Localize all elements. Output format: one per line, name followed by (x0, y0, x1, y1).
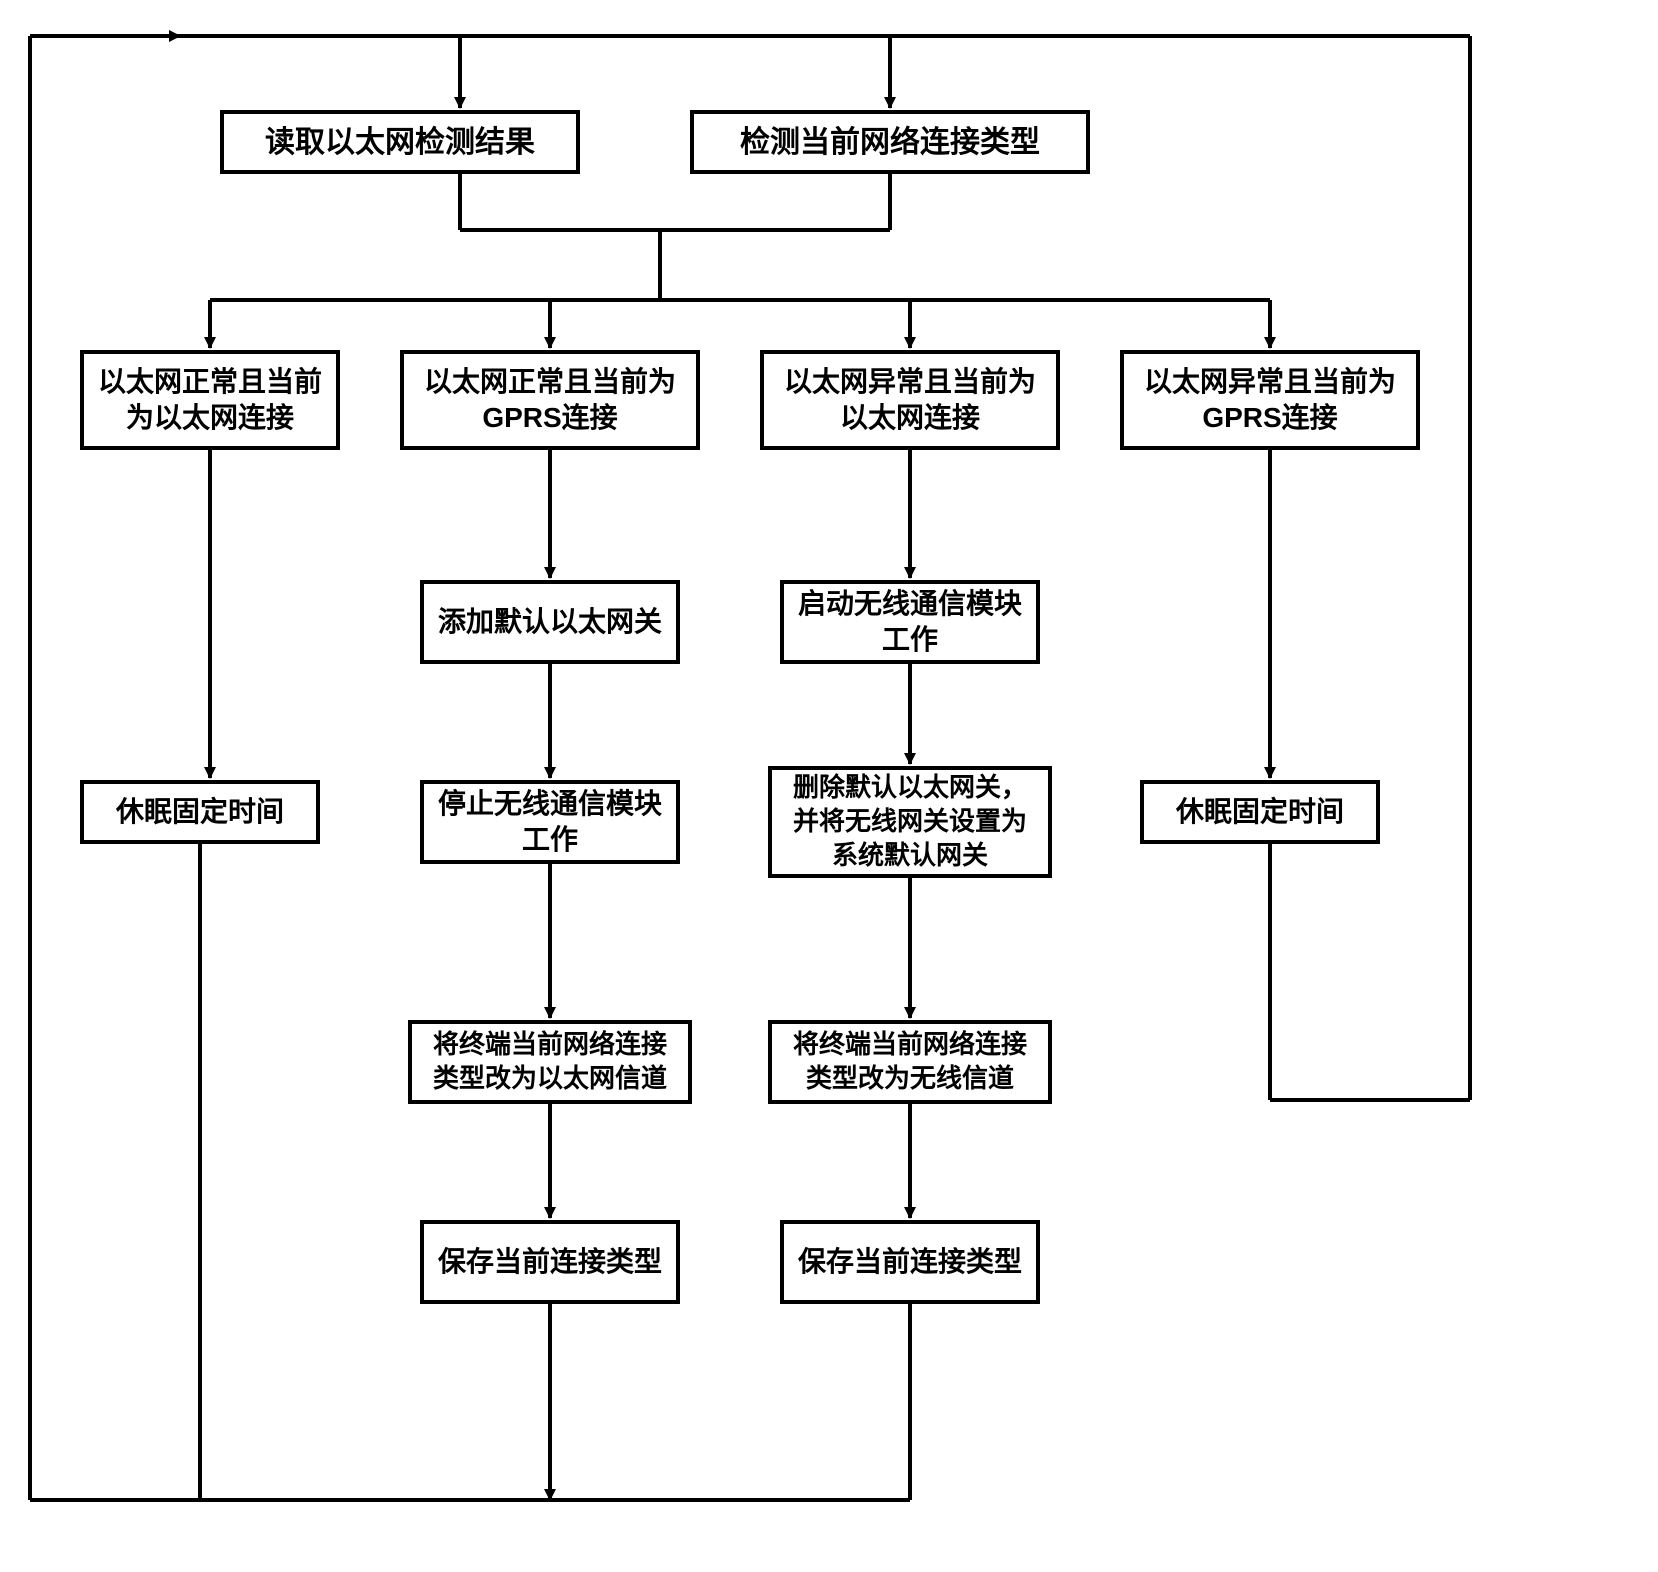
node-label: 添加默认以太网关 (438, 604, 662, 640)
node-label: 休眠固定时间 (1176, 794, 1344, 830)
node-case3: 以太网异常且当前为以太网连接 (760, 350, 1060, 450)
node-c3-step4: 保存当前连接类型 (780, 1220, 1040, 1304)
node-label: 将终端当前网络连接类型改为以太网信道 (422, 1028, 678, 1096)
node-c2-step3: 将终端当前网络连接类型改为以太网信道 (408, 1020, 692, 1104)
node-case1: 以太网正常且当前为以太网连接 (80, 350, 340, 450)
node-label: 保存当前连接类型 (798, 1244, 1022, 1280)
node-c2-step4: 保存当前连接类型 (420, 1220, 680, 1304)
node-label: 检测当前网络连接类型 (740, 123, 1040, 162)
node-label: 读取以太网检测结果 (265, 123, 535, 162)
node-label: 保存当前连接类型 (438, 1244, 662, 1280)
node-label: 将终端当前网络连接类型改为无线信道 (782, 1028, 1038, 1096)
node-c3-step3: 将终端当前网络连接类型改为无线信道 (768, 1020, 1052, 1104)
node-label: 停止无线通信模块工作 (434, 786, 666, 859)
node-c4-sleep: 休眠固定时间 (1140, 780, 1380, 844)
node-label: 以太网异常且当前为GPRS连接 (1134, 364, 1406, 437)
node-check-current: 检测当前网络连接类型 (690, 110, 1090, 174)
node-label: 以太网异常且当前为以太网连接 (774, 364, 1046, 437)
node-label: 休眠固定时间 (116, 794, 284, 830)
node-read-ethernet: 读取以太网检测结果 (220, 110, 580, 174)
node-c3-step1: 启动无线通信模块工作 (780, 580, 1040, 664)
node-case2: 以太网正常且当前为GPRS连接 (400, 350, 700, 450)
node-c2-step2: 停止无线通信模块工作 (420, 780, 680, 864)
node-label: 以太网正常且当前为以太网连接 (94, 364, 326, 437)
node-case4: 以太网异常且当前为GPRS连接 (1120, 350, 1420, 450)
node-label: 删除默认以太网关，并将无线网关设置为系统默认网关 (782, 771, 1038, 872)
node-c3-step2: 删除默认以太网关，并将无线网关设置为系统默认网关 (768, 766, 1052, 878)
node-label: 以太网正常且当前为GPRS连接 (414, 364, 686, 437)
node-c2-step1: 添加默认以太网关 (420, 580, 680, 664)
node-c1-sleep: 休眠固定时间 (80, 780, 320, 844)
node-label: 启动无线通信模块工作 (794, 586, 1026, 659)
